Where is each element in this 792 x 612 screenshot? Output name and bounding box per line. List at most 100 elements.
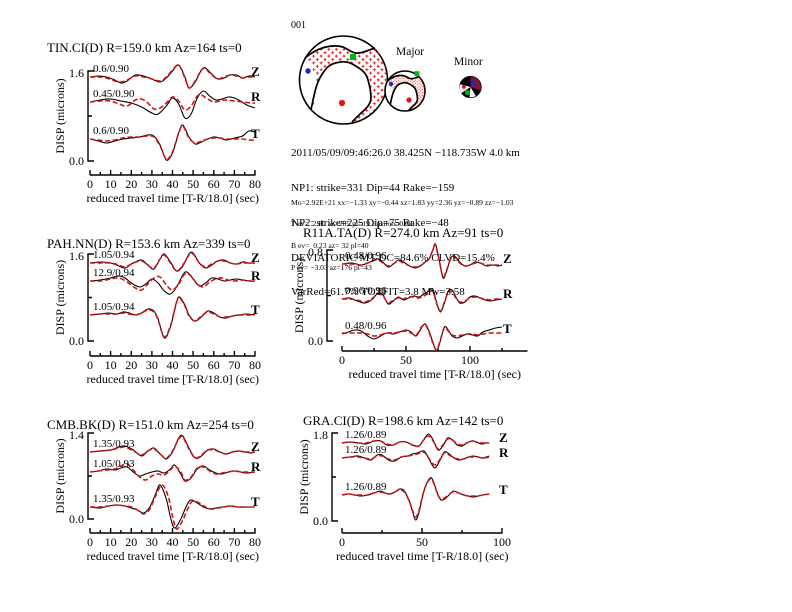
syn-trace-R xyxy=(341,451,490,466)
component-label-R: R xyxy=(251,89,261,104)
component-label-Z: Z xyxy=(251,439,260,454)
syn-trace-T xyxy=(89,297,255,338)
t-axis-line: T ev= 2.80 az=285 pl=19 Epsilon=0.08 xyxy=(291,219,413,229)
panel-title: PAH.NN(D) R=153.6 km Az=339 ts=0 xyxy=(47,236,251,251)
fit-label-T: 1.05/0.94 xyxy=(93,301,135,313)
x-axis xyxy=(89,528,256,534)
component-label-T: T xyxy=(251,126,260,141)
x-tick-label: 100 xyxy=(493,535,511,549)
x-tick-label: 30 xyxy=(146,358,158,372)
fit-label-T: 1.35/0.93 xyxy=(93,493,135,505)
major-beachball-label: Major xyxy=(396,46,425,58)
waveform-panel-R11A.TA: R11A.TA(D) R=274.0 km Az=91 ts=0 0.8 0.0DI… xyxy=(292,225,528,381)
x-axis xyxy=(341,528,503,534)
fit-label-R: 1.05/0.93 xyxy=(93,458,135,470)
component-label-Z: Z xyxy=(251,250,260,265)
p-axis-marker-major xyxy=(406,97,412,103)
obs-trace-T xyxy=(89,124,256,161)
x-tick-label: 0 xyxy=(87,358,93,372)
waveform-panel-PAH.NN: PAH.NN(D) R=153.6 km Az=339 ts=01.6 0.0DI… xyxy=(47,236,261,386)
x-tick-label: 50 xyxy=(187,358,199,372)
x-tick-label: 80 xyxy=(249,358,261,372)
syn-trace-T xyxy=(341,477,490,518)
y-axis-title: DISP (microns) xyxy=(53,260,67,335)
x-tick-label: 40 xyxy=(167,358,179,372)
x-tick-label: 10 xyxy=(105,177,117,191)
nodal-plane-curve-1 xyxy=(305,46,375,58)
x-tick-label: 70 xyxy=(228,358,240,372)
major-dc-beachball xyxy=(384,70,426,112)
y-min-label: 0.0 xyxy=(308,334,323,348)
y-max-label: 1.6 xyxy=(69,66,84,80)
syn-trace-R xyxy=(341,289,503,312)
obs-trace-R xyxy=(89,90,256,120)
fit-label-Z: 0.6/0.90 xyxy=(93,63,130,75)
obs-trace-Z xyxy=(341,243,503,279)
y-min-label: 0.0 xyxy=(69,334,84,348)
x-axis xyxy=(341,346,528,352)
syn-trace-Z xyxy=(341,435,490,450)
y-max-label: 1.6 xyxy=(69,249,84,263)
x-tick-label: 60 xyxy=(208,358,220,372)
x-tick-label: 0 xyxy=(339,353,345,367)
y-min-label: 0.0 xyxy=(69,154,84,168)
syn-trace-Z xyxy=(89,63,256,89)
x-tick-label: 50 xyxy=(416,535,428,549)
x-tick-label: 30 xyxy=(146,177,158,191)
t-axis-marker xyxy=(350,54,356,60)
waveform-panel-TIN.CI: TIN.CI(D) R=159.0 km Az=164 ts=0 1.6 0.0DI… xyxy=(47,40,261,205)
panel-title: TIN.CI(D) R=159.0 km Az=164 ts=0 xyxy=(47,40,242,55)
x-tick-label: 50 xyxy=(187,535,199,549)
component-label-R: R xyxy=(499,445,509,460)
p-axis-marker xyxy=(338,99,346,107)
fit-label-T: 0.6/0.90 xyxy=(93,125,130,137)
x-tick-label: 20 xyxy=(125,358,137,372)
obs-trace-R xyxy=(89,464,256,482)
nodal-plane-curve-2 xyxy=(311,62,371,122)
minor-beachball-label: Minor xyxy=(454,56,483,68)
fit-label-R: 1.26/0.89 xyxy=(345,444,387,456)
y-max-label: 0.8 xyxy=(308,245,323,259)
component-label-T: T xyxy=(251,494,260,509)
x-axis-title: reduced travel time [T-R/18.0] (sec) xyxy=(336,549,509,563)
x-tick-label: 80 xyxy=(249,177,261,191)
nodal-plane-2: NP2: strike=225 Dip=75 Rake=−48 xyxy=(291,216,449,229)
x-tick-label: 70 xyxy=(228,535,240,549)
x-axis-title: reduced travel time [T-R/18.0] (sec) xyxy=(349,367,522,381)
x-tick-label: 30 xyxy=(146,535,158,549)
fit-label-Z: 1.05/0.94 xyxy=(93,249,135,261)
y-axis-title: DISP (microns) xyxy=(297,439,311,514)
syn-trace-T xyxy=(89,125,256,160)
x-tick-label: 60 xyxy=(208,177,220,191)
x-tick-label: 40 xyxy=(167,177,179,191)
varred-line: VarRed=61.7% TOTFIT=3.8 Mw=3.58 xyxy=(291,286,465,299)
x-tick-label: 10 xyxy=(105,535,117,549)
y-axis xyxy=(331,432,338,522)
x-tick-label: 80 xyxy=(249,535,261,549)
x-tick-label: 10 xyxy=(105,358,117,372)
syn-trace-Z xyxy=(90,252,255,272)
y-axis-title: DISP (microns) xyxy=(292,258,306,333)
x-tick-label: 0 xyxy=(87,535,93,549)
fit-label-Z: 1.35/0.93 xyxy=(93,438,135,450)
b-axis-marker xyxy=(305,68,311,74)
x-tick-label: 20 xyxy=(125,177,137,191)
y-min-label: 0.0 xyxy=(69,512,84,526)
syn-trace-R xyxy=(89,272,256,291)
x-axis-title: reduced travel time [T-R/18.0] (sec) xyxy=(87,191,260,205)
x-tick-label: 20 xyxy=(125,535,137,549)
panel-title: CMB.BK(D) R=151.0 km Az=254 ts=0 xyxy=(47,417,254,432)
component-label-T: T xyxy=(251,302,260,317)
x-axis xyxy=(89,170,256,176)
x-tick-label: 0 xyxy=(87,177,93,191)
syn-trace-Z xyxy=(89,435,255,460)
y-min-label: 0.0 xyxy=(313,514,328,528)
p-axis-line: P ev= −3.03 az=176 pl=43 xyxy=(291,263,372,273)
event-origin-line: 2011/05/09/09:46:26.0 38.425N −118.735W … xyxy=(291,147,520,160)
compressional-region xyxy=(305,45,388,122)
focal-mechanism-group xyxy=(300,36,482,124)
fit-label-T: 1.26/0.89 xyxy=(345,481,387,493)
syn-trace-R xyxy=(89,93,256,111)
waveform-panel-CMB.BK: CMB.BK(D) R=151.0 km Az=254 ts=01.4 0.0DI… xyxy=(47,417,261,563)
